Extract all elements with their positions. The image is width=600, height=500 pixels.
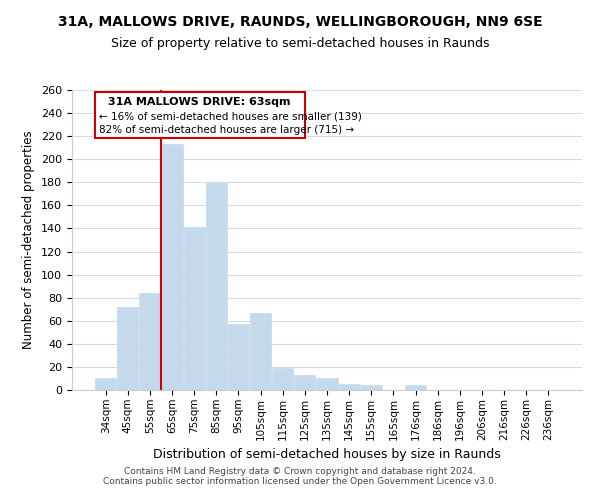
Text: 31A, MALLOWS DRIVE, RAUNDS, WELLINGBOROUGH, NN9 6SE: 31A, MALLOWS DRIVE, RAUNDS, WELLINGBOROU… [58,15,542,29]
Bar [316,378,338,390]
Bar [405,386,426,390]
Text: 82% of semi-detached houses are larger (715) →: 82% of semi-detached houses are larger (… [100,125,355,135]
Bar [338,384,359,390]
Bar [361,386,382,390]
Bar [139,293,160,390]
Bar [118,307,139,390]
Text: Contains public sector information licensed under the Open Government Licence v3: Contains public sector information licen… [103,477,497,486]
Text: Contains HM Land Registry data © Crown copyright and database right 2024.: Contains HM Land Registry data © Crown c… [124,467,476,476]
Bar [95,378,116,390]
Bar [184,228,205,390]
Bar [206,184,227,390]
Text: 31A MALLOWS DRIVE: 63sqm: 31A MALLOWS DRIVE: 63sqm [109,98,291,108]
Bar [272,368,293,390]
Bar [161,144,182,390]
Bar [228,324,249,390]
Text: ← 16% of semi-detached houses are smaller (139): ← 16% of semi-detached houses are smalle… [100,112,362,122]
Bar [250,312,271,390]
X-axis label: Distribution of semi-detached houses by size in Raunds: Distribution of semi-detached houses by … [153,448,501,461]
Y-axis label: Number of semi-detached properties: Number of semi-detached properties [22,130,35,350]
Bar [295,375,316,390]
Text: Size of property relative to semi-detached houses in Raunds: Size of property relative to semi-detach… [111,38,489,51]
